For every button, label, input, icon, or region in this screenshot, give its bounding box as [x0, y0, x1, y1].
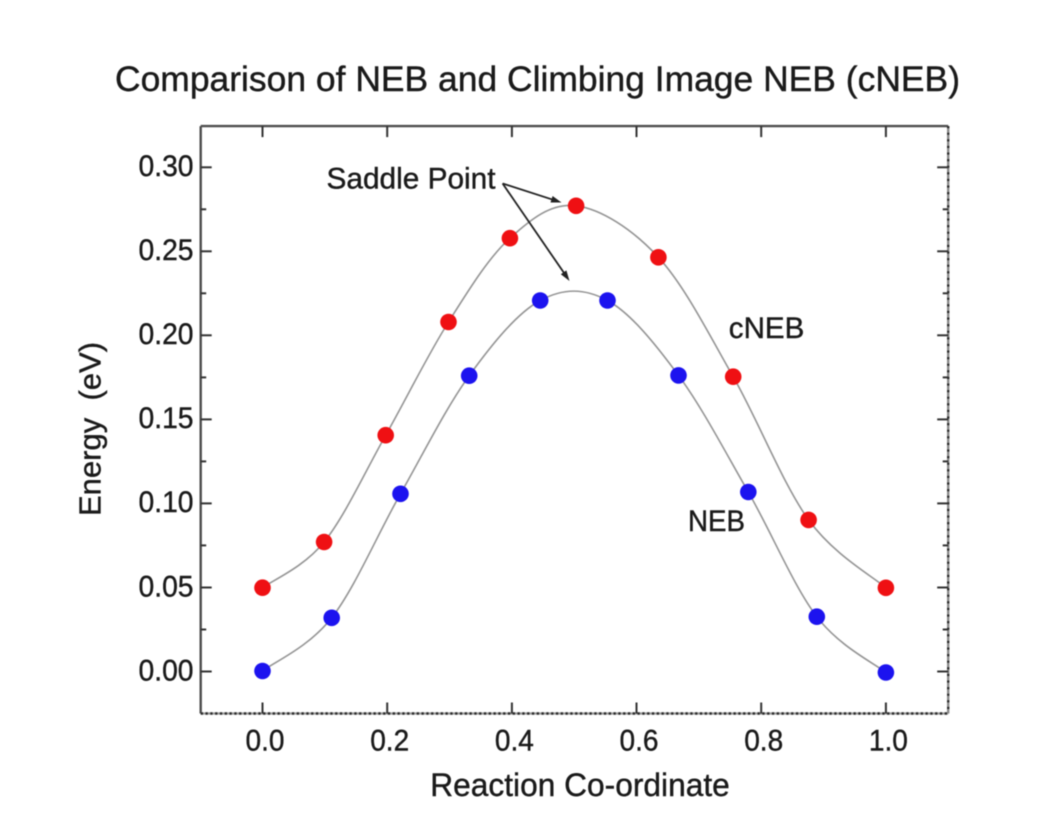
svg-text:cNEB: cNEB — [729, 312, 805, 345]
svg-text:0.20: 0.20 — [139, 318, 194, 351]
svg-text:Reaction Co-ordinate: Reaction Co-ordinate — [430, 767, 730, 803]
svg-text:0.6: 0.6 — [620, 725, 659, 758]
svg-text:NEB: NEB — [688, 505, 745, 538]
svg-text:Energy (eV): Energy (eV) — [73, 342, 108, 516]
svg-text:0.05: 0.05 — [139, 570, 194, 603]
svg-text:0.25: 0.25 — [139, 234, 194, 267]
svg-text:0.00: 0.00 — [139, 654, 194, 687]
svg-text:0.2: 0.2 — [370, 725, 409, 758]
svg-text:0.15: 0.15 — [139, 402, 194, 435]
svg-text:Saddle Point: Saddle Point — [327, 163, 497, 196]
svg-text:0.0: 0.0 — [246, 725, 285, 758]
svg-text:1.0: 1.0 — [869, 725, 908, 758]
svg-text:0.30: 0.30 — [139, 150, 194, 183]
svg-text:Comparison of NEB and Climbing: Comparison of NEB and Climbing Image NEB… — [115, 59, 960, 99]
svg-text:0.8: 0.8 — [744, 725, 783, 758]
svg-text:0.4: 0.4 — [495, 725, 534, 758]
svg-text:0.10: 0.10 — [139, 486, 194, 519]
